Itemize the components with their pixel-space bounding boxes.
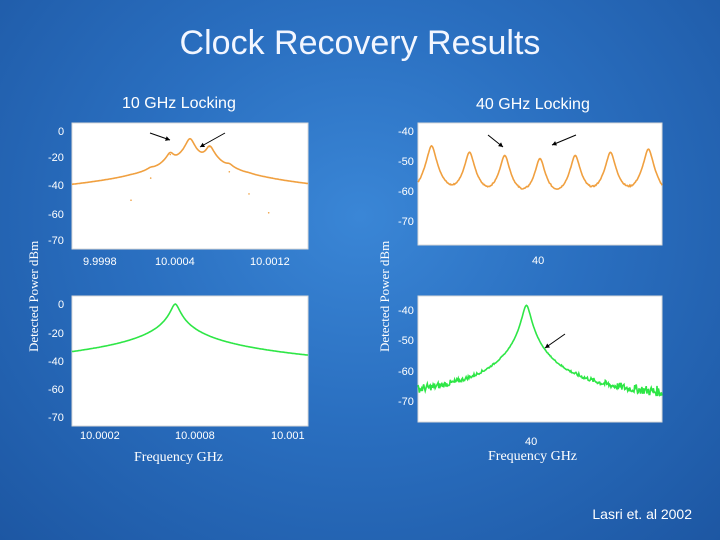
left-heading: 10 GHz Locking xyxy=(122,95,236,112)
right-heading: 40 GHz Locking xyxy=(476,96,590,113)
br-annotation-locked: Injection locked signal xyxy=(578,312,644,335)
tr-peak-3 xyxy=(539,158,541,161)
tr-xtick: 40 xyxy=(532,255,545,267)
tl-plot-area xyxy=(71,122,309,250)
tl-peak-6 xyxy=(248,193,250,195)
bl-ytick: -70 xyxy=(48,412,64,424)
tr-injected-arrow-head xyxy=(498,142,503,147)
tr-peak-6 xyxy=(647,148,650,151)
tl-free-running-arrow-head xyxy=(165,136,170,141)
br-locked-arrow-head xyxy=(545,343,550,348)
tl-ytick: -20 xyxy=(48,152,64,164)
citation: Lasri et. al 2002 xyxy=(592,506,692,522)
tr-harmonic-arrow-head xyxy=(552,141,557,146)
bl-peak-0 xyxy=(174,303,177,305)
bl-spectrum-line xyxy=(71,303,309,356)
tl-peak-7 xyxy=(267,212,270,214)
br-plot-area xyxy=(417,295,663,423)
tl-peak-0 xyxy=(130,199,132,201)
right-ylabel: Detected Power dBm xyxy=(377,240,392,352)
tr-scale-label: 10 kHz/div xyxy=(444,230,482,239)
tl-xtick: 10.0012 xyxy=(250,256,290,268)
tr-ytick: -70 xyxy=(398,216,414,228)
bl-ytick: -60 xyxy=(48,384,64,396)
bl-ytick: -20 xyxy=(48,328,64,340)
tr-peak-1 xyxy=(468,151,471,154)
bl-plot-area xyxy=(71,295,309,427)
br-ytick: -50 xyxy=(398,335,414,347)
tr-peak-2 xyxy=(504,155,506,157)
tr-annotation-injected: injected signal xyxy=(424,127,483,138)
tr-peak-4 xyxy=(574,155,576,157)
tr-peak-0 xyxy=(430,145,433,147)
br-xtick: 40 xyxy=(525,436,538,448)
tl-peak-3 xyxy=(189,138,191,140)
br-ytick: -40 xyxy=(398,305,414,317)
tl-annotation-injected: injected signal xyxy=(232,127,292,138)
tr-ytick: -40 xyxy=(398,126,414,138)
tl-ytick: 0 xyxy=(58,126,65,138)
tl-ytick: -40 xyxy=(48,180,64,192)
bl-xtick: 10.0002 xyxy=(80,430,120,442)
tl-xtick: 10.0004 xyxy=(155,256,195,268)
tl-annotation-free-running: Free running signal xyxy=(94,128,146,151)
tl-injected-arrow-head xyxy=(200,142,205,147)
tr-ytick: -50 xyxy=(398,156,414,168)
tr-annotation-harmonic: 4th harmonic signal xyxy=(578,126,658,137)
tr-ytick: -60 xyxy=(398,186,414,198)
bl-ytick: -40 xyxy=(48,356,64,368)
br-spectrum-line xyxy=(417,304,663,397)
tl-peak-2 xyxy=(169,153,172,156)
bl-ytick: 0 xyxy=(58,299,65,311)
tr-plot-area xyxy=(417,122,663,246)
right-xlabel: Frequency GHz xyxy=(488,449,578,464)
br-scale-label: 10 kHz/div xyxy=(440,397,478,406)
tl-peak-4 xyxy=(208,145,211,148)
tl-xtick: 9.9998 xyxy=(83,256,117,268)
tl-ytick: -60 xyxy=(48,209,64,221)
left-xlabel: Frequency GHz xyxy=(134,450,224,465)
tl-ytick: -70 xyxy=(48,235,64,247)
slide-title: Clock Recovery Results xyxy=(179,24,541,62)
tr-peak-5 xyxy=(609,151,612,154)
bl-annotation-locked: Injection locked signal xyxy=(229,306,295,329)
br-ytick: -70 xyxy=(398,396,414,408)
tl-peak-1 xyxy=(149,177,152,179)
bl-xtick: 10.001 xyxy=(271,430,305,442)
left-ylabel: Detected Power dBm xyxy=(26,240,41,352)
tl-injected-arrow xyxy=(199,132,226,148)
br-ytick: -60 xyxy=(398,366,414,378)
tl-peak-5 xyxy=(228,171,231,173)
br-peak-0 xyxy=(525,304,528,307)
bl-xtick: 10.0008 xyxy=(175,430,215,442)
